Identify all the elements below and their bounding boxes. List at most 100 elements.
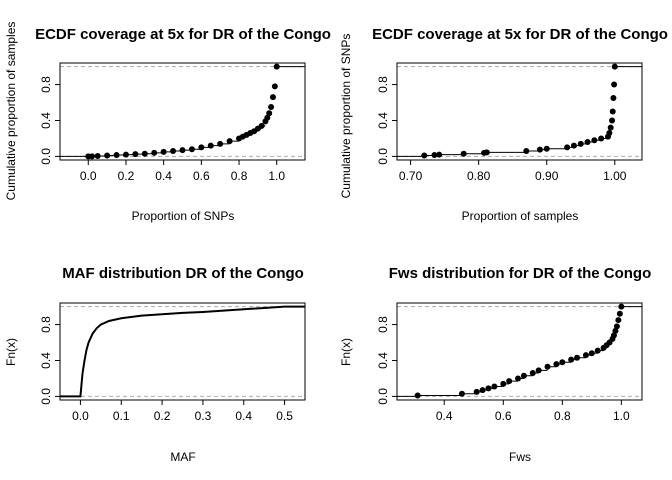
panel-2-data-point [543,145,550,152]
panel-1: ECDF coverage at 5x for DR of the Congo … [4,22,331,223]
panel-4-data-point [506,378,513,385]
panel-3-title: MAF distribution DR of the Congo [62,265,304,282]
panel-1-data-point [273,63,280,70]
panel-4-plot: 0.4 0.6 0.8 1.0 0.0 0.4 0.8 [376,302,643,423]
panel-2-data-point [606,130,613,137]
panel-4-data-point [491,383,498,390]
panel-4-ytick-label: 0.0 [376,388,390,405]
panel-4-data-point [574,354,581,361]
panel-1-data-point [264,114,271,121]
panel-4-data-point [529,370,536,377]
panel-3-xtick-label: 0.0 [72,409,89,423]
panel-4-data-point [582,352,589,359]
panel-1-ytick-label: 0.0 [39,148,53,165]
panel-4-xtick-label: 0.8 [554,409,571,423]
panel-1-data-point [269,94,276,101]
panel-2: ECDF coverage at 5x for DR of the Congo … [339,26,668,223]
panel-2-data-point [607,124,614,131]
panel-2-data-point [460,150,467,157]
panel-2-data-point [611,63,618,70]
panel-2-xtick-label: 0.90 [535,169,559,183]
panel-2-data-point [421,152,428,159]
panel-3-xtick-label: 0.1 [113,409,130,423]
panel-4-data-point [485,385,492,392]
panel-3-xtick-label: 0.3 [195,409,212,423]
panel-4-xtick-label: 0.6 [495,409,512,423]
panel-2-data-point [523,148,530,155]
panel-3-ytick-label: 0.4 [39,352,53,369]
panel-4-data-point [553,361,560,368]
panel-2-xlabel: Proportion of samples [462,209,579,223]
panel-3-plot: 0.0 0.1 0.2 0.3 0.4 0.5 0.0 0.4 0.8 [39,302,306,423]
panel-2-data-point [431,152,438,159]
panel-1-xtick-label: 0.8 [231,169,248,183]
panel-2-ylabel: Cumulative proportion of SNPs [339,34,353,199]
panel-3-ylabel: Fn(x) [4,338,18,366]
panel-1-data-point [141,150,148,157]
panel-2-data-point [577,140,584,147]
panel-1-data-point [188,146,195,153]
panel-4-xtick-label: 0.4 [436,409,453,423]
panel-1-title: ECDF coverage at 5x for DR of the Congo [35,26,331,43]
panel-2-data-point [564,144,571,151]
panel-4-title: Fws distribution for DR of the Congo [389,265,651,282]
panel-3-xtick-label: 0.4 [235,409,252,423]
panel-1-data-point [226,138,233,145]
panel-2-xtick-label: 0.80 [467,169,491,183]
panel-1-ylabel: Cumulative proportion of samples [4,22,18,201]
panel-1-data-point [151,149,158,156]
panel-4-data-point [616,310,623,317]
panel-1-ytick-label: 0.8 [39,76,53,93]
panel-1-ytick-label: 0.4 [39,112,53,129]
panel-1-xtick-label: 1.0 [268,169,285,183]
panel-1-data-point [132,151,139,158]
panel-1-xtick-label: 0.4 [155,169,172,183]
panel-1-data-point [113,152,120,159]
panel-4-frame [396,302,643,401]
panel-4-data-point [479,387,486,394]
panel-1-step-segments [88,66,305,157]
panel-4-data-point [535,367,542,374]
panel-2-title: ECDF coverage at 5x for DR of the Congo [372,26,668,43]
panel-1-plot: 0.0 0.2 0.4 0.6 0.8 1.0 0.0 0.4 0.8 [39,62,306,183]
panel-3-ytick-label: 0.8 [39,316,53,333]
panel-2-data-point [609,108,616,115]
panel-4-xlabel: Fws [509,450,531,464]
panel-2-ytick-label: 0.8 [376,76,390,93]
panel-2-data-point [610,95,617,102]
panel-3-xlabel: MAF [170,450,195,464]
panel-3: MAF distribution DR of the Congo MAF Fn(… [4,265,306,464]
panel-1-xtick-label: 0.6 [193,169,210,183]
panel-2-data-point [536,146,543,153]
panel-3-series-line [60,305,305,398]
panel-4-data-point [618,303,625,310]
panel-1-data-point [217,140,224,147]
panel-1-data-point [268,104,275,111]
panel-1-data-point [266,110,273,117]
panel-1-data-point [170,148,177,155]
panel-3-xtick-label: 0.5 [276,409,293,423]
panel-3-xtick-label: 0.2 [154,409,171,423]
panel-4-data-point [414,392,421,399]
panel-1-data-point [198,144,205,151]
panel-4-data-point [568,356,575,363]
panel-1-xlabel: Proportion of SNPs [132,209,235,223]
panel-4-data-point [613,323,620,330]
panel-4-xtick-label: 1.0 [613,409,630,423]
panel-4-data-point [594,347,601,354]
panel-2-frame [396,62,643,161]
panel-4-data-point [520,372,527,379]
panel-2-data-point [591,137,598,144]
panel-1-frame [59,62,306,161]
panel-1-xtick-label: 0.2 [118,169,135,183]
panel-1-data-point [207,142,214,149]
panel-4-data-point [559,359,566,366]
panel-2-ytick-label: 0.0 [376,148,390,165]
panel-1-data-point [104,152,111,159]
panel-2-data-point [584,139,591,146]
panel-4-data-point [515,375,522,382]
panel-1-data-point [122,151,129,158]
panel-4-data-point [615,317,622,324]
panel-4-data-point [473,388,480,395]
panel-2-plot: 0.70 0.80 0.90 1.00 0.0 0.4 0.8 [376,62,643,183]
